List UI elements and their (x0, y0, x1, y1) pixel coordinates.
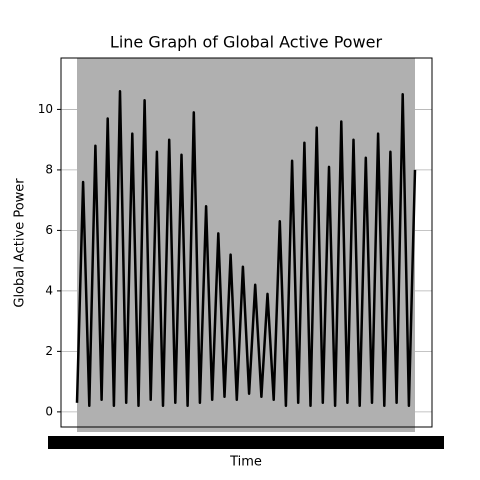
axes-frame (60, 57, 433, 428)
x-axis-label: Time (229, 455, 262, 470)
y-tick-label: 0 (45, 404, 53, 418)
marks (75, 90, 417, 408)
y-tick-label: 2 (45, 344, 53, 358)
chart-title: Line Graph of Global Active Power (110, 33, 383, 52)
x-tick-labels-overlap (48, 436, 444, 449)
y-tick-label: 4 (45, 283, 53, 297)
y-tick-label: 10 (38, 102, 53, 116)
y-tick-label: 6 (45, 223, 53, 237)
y-axis-label: Global Active Power (13, 178, 28, 308)
y-tick-label: 8 (45, 162, 53, 176)
line (75, 90, 417, 408)
